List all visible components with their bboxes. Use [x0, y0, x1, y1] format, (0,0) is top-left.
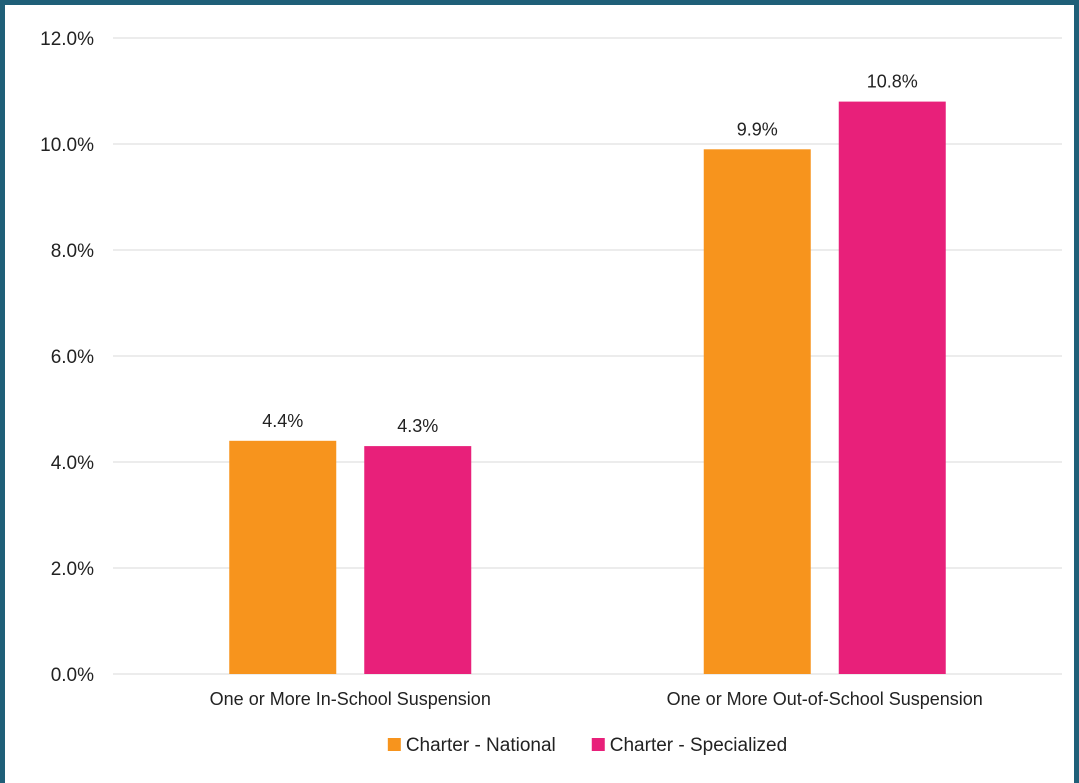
y-tick-label: 0.0%: [51, 665, 94, 686]
y-tick-label: 4.0%: [51, 453, 94, 474]
legend-item: Charter - National: [387, 735, 556, 756]
data-label: 4.4%: [262, 411, 303, 431]
bar: [838, 101, 946, 675]
y-tick-label: 2.0%: [51, 559, 94, 580]
bar: [229, 440, 337, 674]
data-label: 10.8%: [867, 72, 918, 92]
y-tick-label: 12.0%: [40, 29, 94, 50]
y-tick-label: 6.0%: [51, 347, 94, 368]
bar: [703, 149, 811, 675]
y-tick-label: 8.0%: [51, 241, 94, 262]
x-category-label: One or More In-School Suspension: [210, 689, 491, 709]
data-labels: 4.4% 4.3% 9.9% 10.8%: [262, 72, 918, 437]
legend-label: Charter - Specialized: [610, 735, 787, 756]
legend-item: Charter - Specialized: [591, 735, 787, 756]
y-tick-label: 10.0%: [40, 135, 94, 156]
bars: [229, 101, 946, 675]
x-category-label: One or More Out-of-School Suspension: [667, 689, 983, 709]
y-axis-tick-labels: 0.0% 2.0% 4.0% 6.0% 8.0% 10.0% 12.0%: [40, 29, 94, 686]
legend: Charter - National Charter - Specialized: [387, 735, 787, 756]
legend-swatch: [591, 738, 605, 751]
bar: [364, 446, 472, 674]
legend-label: Charter - National: [406, 735, 556, 756]
legend-swatch: [387, 738, 401, 751]
data-label: 9.9%: [737, 119, 778, 139]
x-axis-category-labels: One or More In-School Suspension One or M…: [210, 689, 983, 709]
data-label: 4.3%: [397, 416, 438, 436]
